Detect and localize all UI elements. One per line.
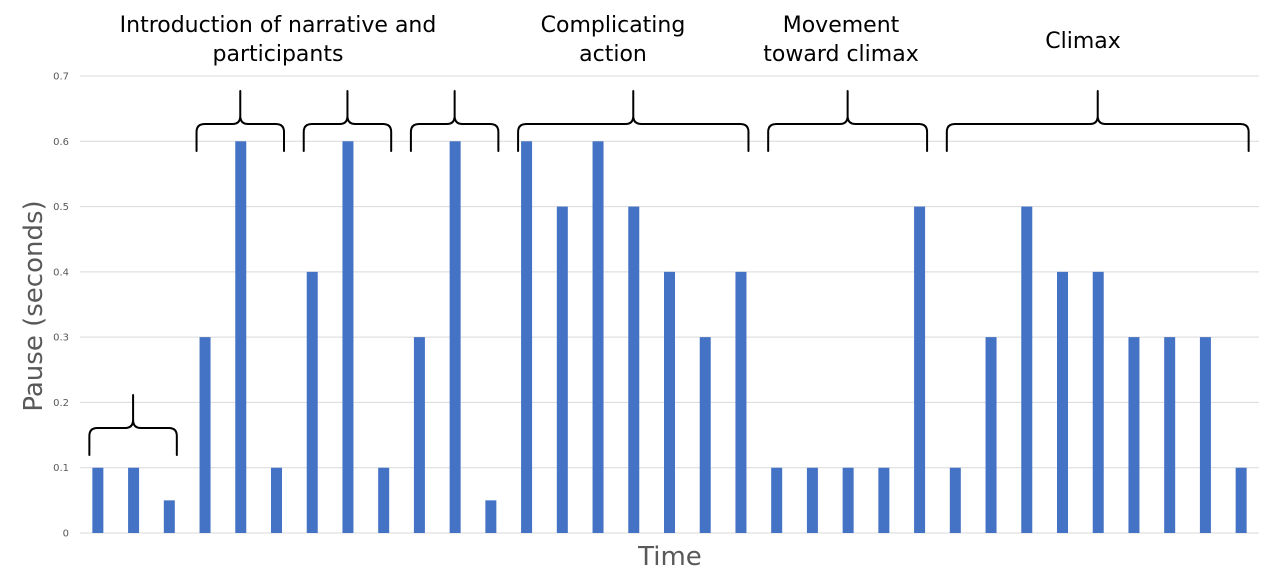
- y-tick-label: 0.4: [53, 267, 69, 278]
- bar: [1164, 337, 1176, 533]
- y-tick-label: 0.2: [53, 398, 69, 409]
- brace: [409, 90, 500, 152]
- braces: [88, 90, 1250, 456]
- bar: [556, 206, 568, 534]
- x-axis-title: Time: [637, 542, 702, 572]
- brace: [88, 394, 178, 456]
- brace: [945, 90, 1250, 152]
- bar: [592, 141, 604, 534]
- bar: [664, 271, 675, 533]
- bar: [235, 141, 247, 534]
- bar: [806, 467, 818, 533]
- y-tick-labels: 0 0.1 0.2 0.3 0.4 0.5 0.6 0.7: [53, 72, 69, 540]
- section-label: participants: [213, 42, 344, 67]
- bar: [449, 141, 461, 534]
- y-tick-label: 0.3: [53, 333, 69, 344]
- bar: [342, 141, 354, 534]
- bar: [628, 206, 640, 534]
- y-tick-label: 0.7: [53, 72, 69, 83]
- bar: [1057, 271, 1068, 533]
- bar: [914, 206, 926, 534]
- bar: [771, 467, 783, 533]
- brace: [517, 90, 750, 152]
- bar: [378, 467, 390, 533]
- y-tick-label: 0.1: [53, 463, 69, 474]
- bar: [699, 337, 711, 533]
- section-label: Introduction of narrative and: [120, 13, 437, 38]
- bar: [878, 467, 890, 533]
- bar: [1092, 271, 1104, 533]
- section-label: Climax: [1045, 29, 1121, 54]
- bar: [735, 271, 747, 533]
- bar: [163, 500, 175, 533]
- y-tick-label: 0.5: [53, 202, 69, 213]
- bar: [1128, 337, 1140, 533]
- y-axis-title: Pause (seconds): [19, 200, 49, 411]
- section-label: toward climax: [763, 42, 918, 67]
- y-tick-label: 0: [63, 529, 69, 540]
- bar: [842, 467, 854, 533]
- bar: [1199, 337, 1211, 533]
- bar: [521, 141, 533, 534]
- bars: [92, 141, 1247, 534]
- bar: [92, 467, 104, 533]
- section-label: Complicating: [541, 13, 686, 38]
- bar: [199, 337, 211, 533]
- y-tick-label: 0.6: [53, 137, 69, 148]
- bar: [413, 337, 425, 533]
- section-labels: Introduction of narrative and participant…: [120, 13, 1121, 67]
- bar: [985, 337, 997, 533]
- bar: [949, 467, 961, 533]
- brace: [767, 90, 929, 152]
- section-label: Movement: [783, 13, 900, 38]
- section-label: action: [579, 42, 647, 67]
- brace: [302, 90, 393, 152]
- bar: [306, 271, 318, 533]
- bar: [485, 500, 497, 533]
- bar: [271, 467, 282, 533]
- bar: [1235, 467, 1247, 533]
- bar: [1021, 206, 1033, 534]
- bar: [128, 467, 140, 533]
- brace: [195, 90, 285, 152]
